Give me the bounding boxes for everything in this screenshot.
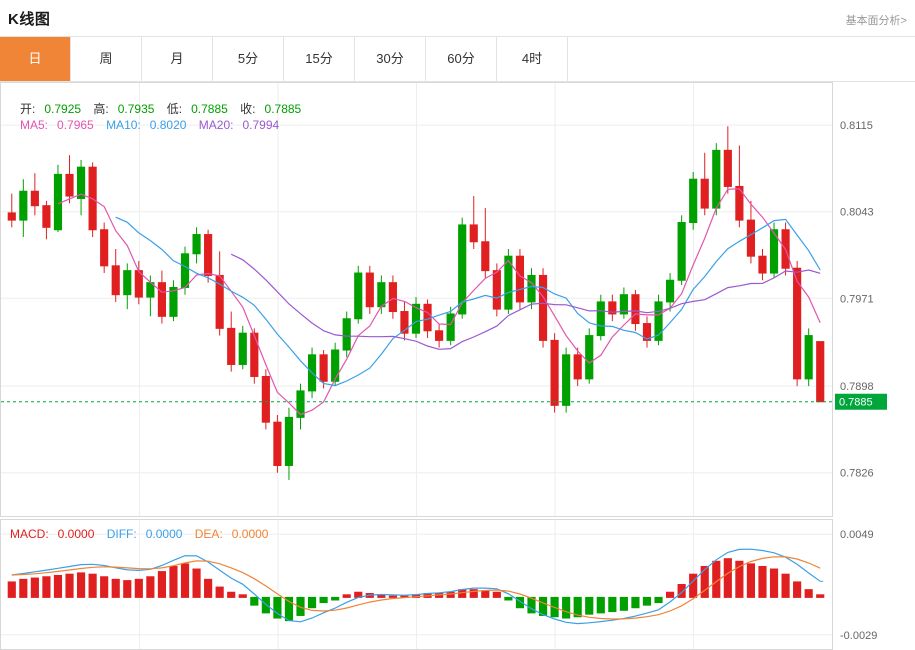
tab-15min[interactable]: 15分 <box>284 37 355 81</box>
ma10-value: 0.8020 <box>149 118 187 132</box>
fundamental-analysis-link[interactable]: 基本面分析> <box>845 15 907 27</box>
ma10-line <box>115 216 821 387</box>
ma-legend: MA5: 0.7965 MA10: 0.8020 MA20: 0.7994 <box>20 118 288 132</box>
low-value: 0.7885 <box>191 102 228 116</box>
price-axis-tick: 0.8115 <box>840 120 873 132</box>
price-chart-svg[interactable]: 0.8115 0.8043 0.7971 0.7898 0.7826 0.7885 <box>0 82 915 517</box>
ma20-line <box>230 253 821 350</box>
ma10-label: MA10: <box>106 118 141 132</box>
high-label: 高: <box>93 102 109 116</box>
macd-axis-tick: -0.0029 <box>840 630 877 642</box>
close-value: 0.7885 <box>264 102 302 116</box>
page-header: K线图 基本面分析> <box>0 0 915 37</box>
period-tabbar: 日 周 月 5分 15分 30分 60分 4时 <box>0 37 915 82</box>
tab-30min[interactable]: 30分 <box>355 37 426 81</box>
open-label: 开: <box>20 102 36 116</box>
diff-value: 0.0000 <box>145 527 183 541</box>
page-title: K线图 <box>8 11 51 28</box>
macd-histogram <box>7 558 825 622</box>
chart-container[interactable]: 开: 0.7925 高: 0.7935 低: 0.7885 收: 0.7885 MA5:… <box>0 82 915 650</box>
low-label: 低: <box>166 102 183 116</box>
macd-value: 0.0000 <box>57 527 95 541</box>
ohlc-legend: 开: 0.7925 高: 0.7935 低: 0.7885 收: 0.7885 <box>20 100 310 117</box>
ma20-value: 0.7994 <box>242 118 280 132</box>
price-axis-tick: 0.7898 <box>840 381 874 393</box>
price-axis-tick: 0.8043 <box>840 207 874 219</box>
high-value: 0.7935 <box>117 102 155 116</box>
ma5-label: MA5: <box>20 118 49 132</box>
dea-line <box>11 556 821 620</box>
macd-label: MACD: <box>10 527 49 541</box>
svg-text:0.7885: 0.7885 <box>839 397 873 409</box>
current-price-tag: 0.7885 <box>835 393 887 410</box>
diff-line <box>11 548 821 625</box>
price-axis-tick: 0.7971 <box>840 293 874 305</box>
macd-legend: MACD: 0.0000 DIFF: 0.0000 DEA: 0.0000 <box>10 527 277 541</box>
macd-chart-svg[interactable]: 0.0049 -0.0029 <box>0 519 915 650</box>
open-value: 0.7925 <box>44 102 82 116</box>
macd-axis-tick: 0.0049 <box>840 529 874 541</box>
tab-week[interactable]: 周 <box>71 37 142 81</box>
ma5-value: 0.7965 <box>57 118 94 132</box>
tab-5min[interactable]: 5分 <box>213 37 284 81</box>
tab-day[interactable]: 日 <box>0 37 71 81</box>
ma20-label: MA20: <box>198 118 234 132</box>
macd-panel[interactable]: MACD: 0.0000 DIFF: 0.0000 DEA: 0.0000 0.004… <box>0 519 915 650</box>
candle-series <box>7 126 825 480</box>
dea-label: DEA: <box>194 527 223 541</box>
tab-month[interactable]: 月 <box>142 37 213 81</box>
tab-60min[interactable]: 60分 <box>426 37 497 81</box>
close-label: 收: <box>240 102 256 116</box>
price-panel[interactable]: 开: 0.7925 高: 0.7935 低: 0.7885 收: 0.7885 MA5:… <box>0 82 915 517</box>
ma5-line <box>57 188 821 416</box>
price-axis-tick: 0.7826 <box>840 468 874 480</box>
diff-label: DIFF: <box>106 527 137 541</box>
tab-4hour[interactable]: 4时 <box>497 37 568 81</box>
dea-value: 0.0000 <box>231 527 269 541</box>
